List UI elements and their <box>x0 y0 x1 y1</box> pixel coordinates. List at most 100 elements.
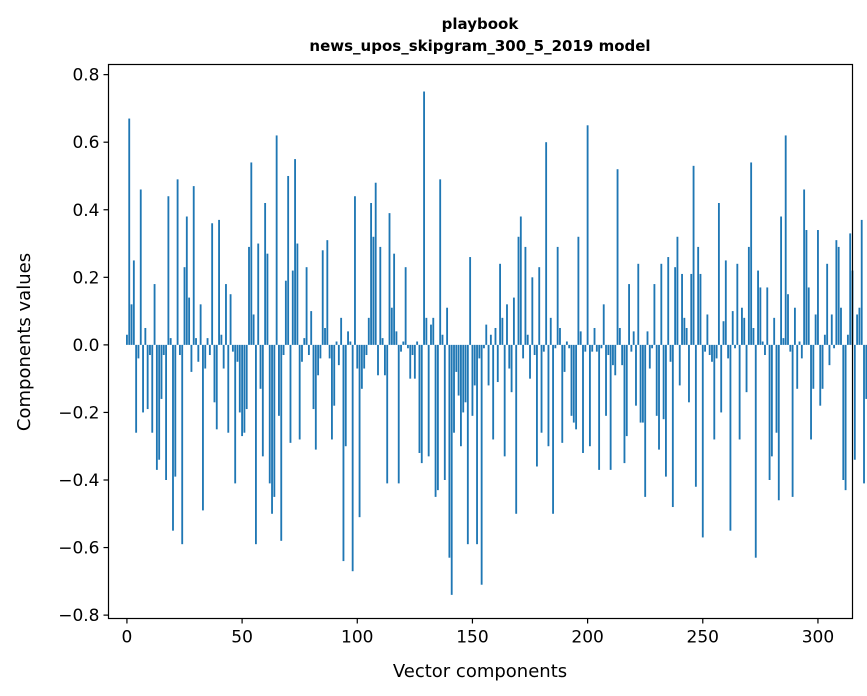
bar-233 <box>662 344 665 420</box>
bar-148 <box>466 344 469 545</box>
bar-57 <box>257 243 260 345</box>
bar-149 <box>469 257 472 345</box>
bar-263 <box>731 311 734 345</box>
bar-73 <box>294 159 296 345</box>
bar-116 <box>393 253 396 345</box>
bar-59 <box>261 344 264 457</box>
bar-283 <box>777 344 780 501</box>
bar-281 <box>773 317 776 345</box>
bar-222 <box>637 263 640 345</box>
bar-9 <box>146 344 149 410</box>
bar-3 <box>132 260 135 345</box>
bar-220 <box>632 331 635 345</box>
y-tick-label: −0.2 <box>58 403 99 423</box>
bar-122 <box>407 344 409 349</box>
bar-295 <box>805 230 808 345</box>
bar-46 <box>231 344 234 352</box>
bar-168 <box>512 297 515 345</box>
bar-199 <box>584 344 587 352</box>
bar-320 <box>863 344 865 484</box>
bar-121 <box>404 267 407 345</box>
bar-130 <box>425 317 428 345</box>
bar-278 <box>766 287 769 345</box>
bar-13 <box>155 344 158 470</box>
bar-294 <box>803 189 806 345</box>
bar-146 <box>462 344 465 413</box>
bar-70 <box>287 175 290 345</box>
bar-36 <box>208 344 211 356</box>
x-tick-label: 0 <box>122 628 133 648</box>
bar-102 <box>360 344 363 389</box>
x-axis-ticks: 0 50 100 150 200 250 300 <box>122 618 834 648</box>
bar-247 <box>694 344 697 487</box>
bar-215 <box>621 344 624 366</box>
bar-196 <box>577 236 580 345</box>
bar-309 <box>837 246 840 345</box>
bar-88 <box>328 344 331 359</box>
bar-93 <box>340 317 343 345</box>
bar-8 <box>144 327 147 345</box>
x-tick-label: 150 <box>456 628 488 648</box>
bar-213 <box>616 169 619 345</box>
bar-235 <box>667 257 670 345</box>
bar-99 <box>354 196 356 345</box>
bar-245 <box>690 273 693 345</box>
bar-22 <box>176 179 179 345</box>
bar-28 <box>190 344 193 372</box>
bar-221 <box>635 344 637 406</box>
bar-240 <box>678 344 681 386</box>
bar-66 <box>278 344 280 416</box>
bar-140 <box>448 344 451 558</box>
bar-248 <box>697 246 700 345</box>
bar-251 <box>704 344 706 352</box>
bar-37 <box>211 223 214 345</box>
bar-145 <box>460 344 462 447</box>
bar-131 <box>427 344 430 457</box>
bar-157 <box>487 344 490 386</box>
bar-97 <box>349 341 352 345</box>
y-tick-label: 0.2 <box>72 268 99 288</box>
bar-108 <box>374 182 377 345</box>
bar-205 <box>598 344 601 470</box>
bar-318 <box>858 307 861 345</box>
bar-229 <box>653 284 656 345</box>
bar-80 <box>310 311 313 345</box>
bar-138 <box>443 344 446 480</box>
bar-254 <box>711 344 713 362</box>
bar-171 <box>519 216 522 345</box>
bar-85 <box>321 250 324 345</box>
bar-5 <box>137 344 140 359</box>
bar-20 <box>172 344 174 531</box>
bar-11 <box>151 344 154 433</box>
bar-277 <box>764 344 766 356</box>
x-tick-label: 200 <box>571 628 603 648</box>
y-tick-label: −0.4 <box>58 471 99 491</box>
bar-274 <box>757 270 759 345</box>
bar-161 <box>496 344 499 383</box>
bar-151 <box>473 344 476 386</box>
bar-60 <box>264 203 267 345</box>
bar-41 <box>220 334 223 345</box>
bar-255 <box>713 344 716 440</box>
bar-238 <box>674 267 677 345</box>
bar-69 <box>284 280 287 345</box>
bar-153 <box>478 344 481 359</box>
bar-147 <box>464 344 467 403</box>
bar-305 <box>828 344 831 366</box>
bar-29 <box>192 186 195 345</box>
bar-127 <box>418 344 421 453</box>
bar-125 <box>413 344 416 379</box>
bar-14 <box>158 344 161 460</box>
bar-293 <box>800 344 803 359</box>
x-tick-label: 300 <box>802 628 834 648</box>
bar-0 <box>126 334 128 345</box>
bar-249 <box>699 273 702 345</box>
bar-321 <box>865 344 867 399</box>
bar-203 <box>593 327 596 345</box>
bar-81 <box>312 344 315 410</box>
chart-subtitle: news_upos_skipgram_300_5_2019 model <box>309 37 650 55</box>
bar-107 <box>372 236 375 345</box>
bar-105 <box>367 317 370 345</box>
bar-90 <box>333 344 336 406</box>
